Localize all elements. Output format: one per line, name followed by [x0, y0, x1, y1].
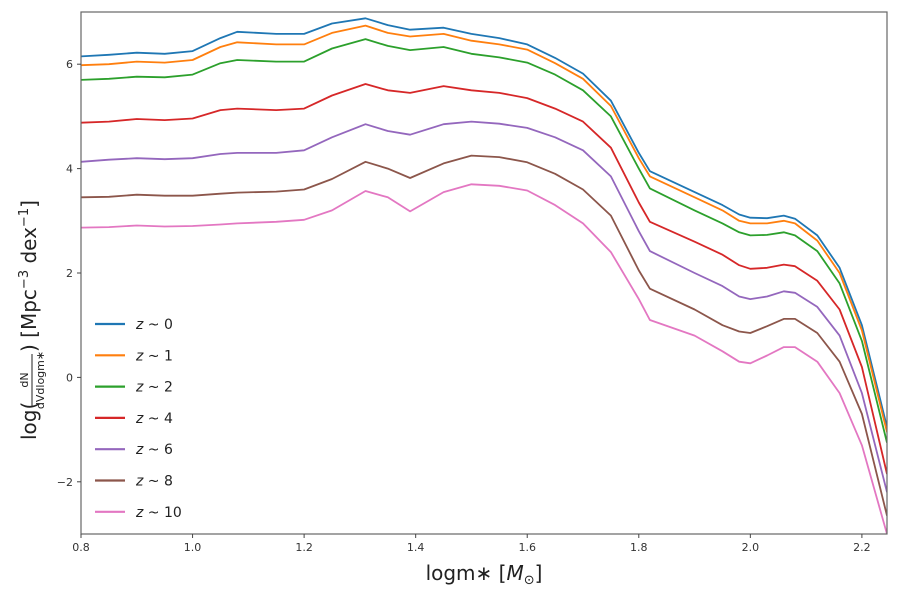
x-tick-label: 1.6 [518, 541, 536, 554]
legend-label: z ~ 2 [135, 380, 173, 396]
ylabel-units: ) [Mpc−3 dex−1] [17, 200, 41, 352]
legend-item: z ~ 4 [95, 411, 173, 427]
legend-label: z ~ 1 [135, 348, 173, 364]
y-axis-label: log( dN dVdlogm∗ ) [Mpc−3 dex−1] [17, 200, 47, 440]
ylabel-numerator: dN [18, 372, 31, 387]
x-axis: 0.8 1.0 1.2 1.4 1.6 1.8 2.0 2.2 [72, 534, 871, 554]
y-tick-label: 2 [66, 267, 73, 280]
series-lines [81, 17, 887, 534]
legend-item: z ~ 8 [95, 474, 173, 490]
series-line-3 [81, 83, 887, 475]
series-line-4 [81, 120, 887, 493]
plot-frame [80, 11, 888, 535]
legend-label: z ~ 8 [135, 474, 173, 490]
legend-item: z ~ 6 [95, 442, 173, 458]
y-tick-label: 6 [66, 58, 73, 71]
y-tick-label: 0 [66, 371, 73, 384]
series-line-6 [81, 183, 887, 534]
series-line-2 [81, 38, 887, 443]
ylabel-denominator: dVdlogm∗ [34, 351, 47, 409]
legend-item: z ~ 0 [95, 317, 173, 333]
x-tick-label: 1.4 [407, 541, 425, 554]
legend-label: z ~ 6 [135, 442, 173, 458]
series-line-1 [81, 24, 887, 433]
legend-item: z ~ 10 [95, 505, 182, 521]
series-line-5 [81, 154, 887, 516]
y-tick-label: −2 [57, 476, 73, 489]
x-tick-label: 1.8 [630, 541, 648, 554]
legend-item: z ~ 2 [95, 380, 173, 396]
legend-label: z ~ 10 [135, 505, 182, 521]
legend-label: z ~ 4 [135, 411, 173, 427]
y-axis: −2 0 2 4 6 [57, 58, 81, 489]
legend: z ~ 0 z ~ 1 z ~ 2 z ~ 4 z ~ 6 z ~ 8 z ~ 10 [95, 317, 182, 521]
x-tick-label: 1.2 [295, 541, 313, 554]
series-line-0 [81, 17, 887, 428]
x-tick-label: 2.0 [742, 541, 760, 554]
x-tick-label: 1.0 [184, 541, 202, 554]
x-tick-label: 2.2 [853, 541, 871, 554]
y-tick-label: 4 [66, 163, 73, 176]
legend-label: z ~ 0 [135, 317, 173, 333]
ylabel-log: log( [17, 402, 41, 440]
legend-item: z ~ 1 [95, 348, 173, 364]
x-axis-label: logm∗ [M⊙] [426, 561, 543, 588]
x-tick-label: 0.8 [72, 541, 90, 554]
